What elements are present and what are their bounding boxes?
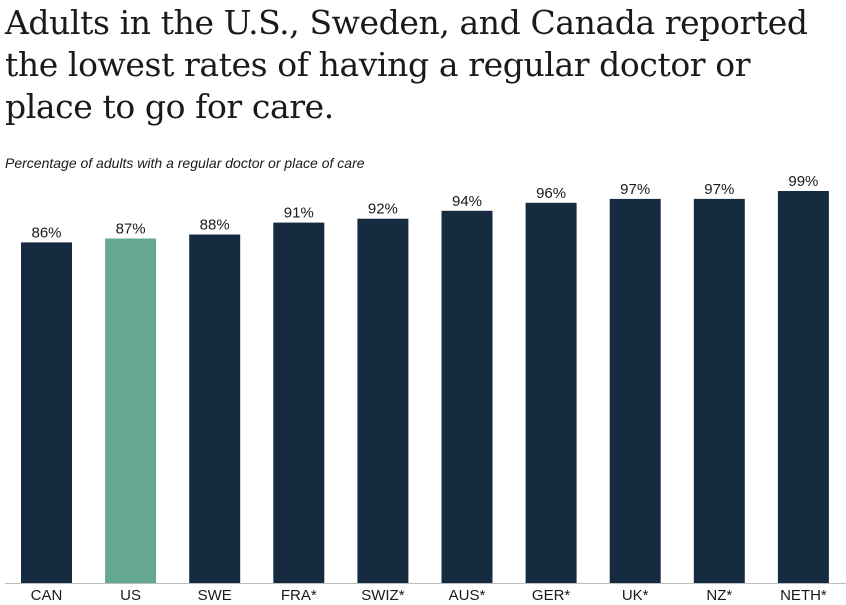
x-tick-label-aus: AUS* bbox=[449, 587, 486, 604]
x-tick-label-us: US bbox=[120, 587, 141, 604]
chart-subtitle: Percentage of adults with a regular doct… bbox=[5, 155, 365, 171]
chart-title: Adults in the U.S., Sweden, and Canada r… bbox=[5, 3, 808, 126]
data-label-ger: 96% bbox=[536, 185, 566, 202]
data-label-can: 86% bbox=[31, 224, 61, 241]
x-tick-label-can: CAN bbox=[31, 587, 63, 604]
bar-can bbox=[21, 242, 72, 583]
x-tick-label-nz: NZ* bbox=[706, 587, 732, 604]
bar-nz bbox=[693, 198, 745, 583]
data-label-fra: 91% bbox=[284, 205, 314, 222]
x-tick-label-uk: UK* bbox=[622, 587, 649, 604]
bar-neth bbox=[777, 191, 829, 583]
data-label-uk: 97% bbox=[620, 181, 650, 198]
data-label-nz: 97% bbox=[704, 181, 734, 198]
bar-uk bbox=[609, 198, 661, 583]
bar-swiz bbox=[357, 218, 409, 583]
x-tick-label-fra: FRA* bbox=[281, 587, 317, 604]
x-tick-label-swiz: SWIZ* bbox=[361, 587, 404, 604]
x-tick-label-neth: NETH* bbox=[780, 587, 827, 604]
bar-aus bbox=[441, 210, 493, 584]
bar-swe bbox=[189, 234, 241, 583]
x-tick-label-ger: GER* bbox=[532, 587, 571, 604]
data-label-neth: 99% bbox=[788, 173, 818, 190]
data-label-swiz: 92% bbox=[368, 201, 398, 218]
bar-fra bbox=[273, 222, 325, 583]
bar-ger bbox=[525, 202, 577, 584]
data-label-swe: 88% bbox=[200, 217, 230, 234]
data-label-us: 87% bbox=[116, 221, 146, 238]
data-label-aus: 94% bbox=[452, 193, 482, 210]
x-tick-label-swe: SWE bbox=[198, 587, 232, 604]
bar-us bbox=[105, 238, 157, 583]
